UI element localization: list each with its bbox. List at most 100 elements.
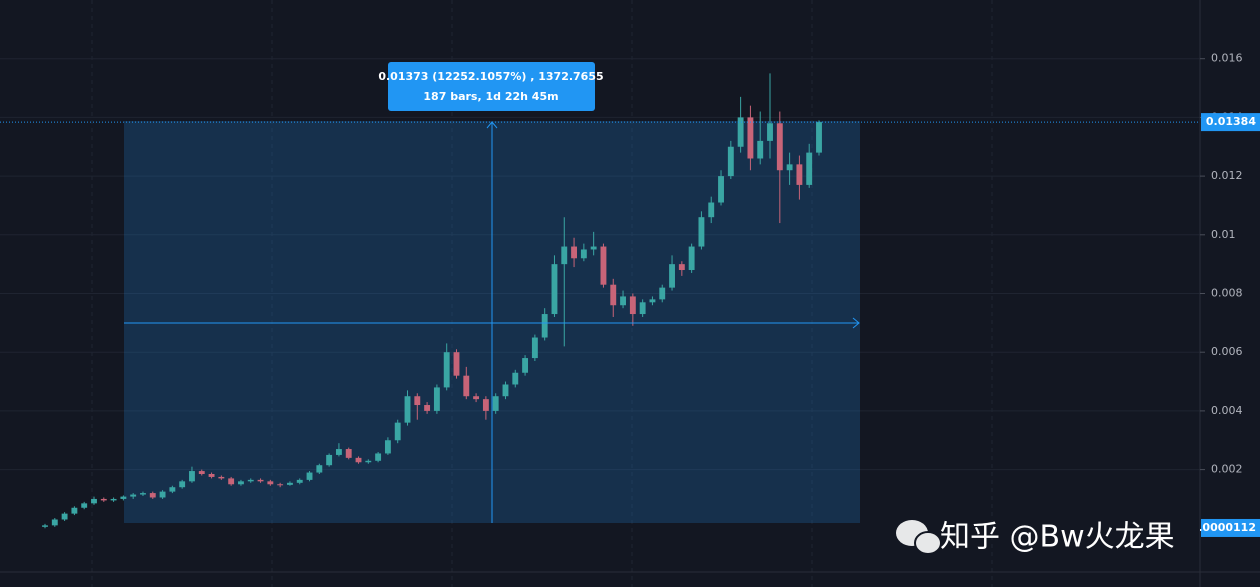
candle-body [698, 217, 705, 247]
candle-body [757, 140, 764, 159]
candle-body [620, 296, 626, 306]
y-tick-label: 0.01 [1211, 228, 1236, 241]
candle-body [149, 493, 156, 498]
watermark: 知乎 @Bw火龙果 [940, 520, 1175, 555]
candle-body [189, 471, 195, 482]
candle-body [639, 302, 646, 315]
candle-body [590, 246, 597, 250]
candle-body [571, 246, 578, 259]
candle-body [120, 496, 127, 499]
candle-body [51, 519, 58, 526]
candle-body [453, 352, 460, 376]
candle-body [600, 246, 607, 285]
candle-body [218, 476, 225, 479]
candle-body [482, 399, 489, 411]
candle-body [296, 479, 303, 483]
price-label-box [1201, 518, 1260, 537]
candle-body [326, 454, 333, 466]
watermark-icon [896, 520, 942, 555]
candle-body [286, 482, 293, 485]
candle-body [365, 460, 372, 463]
candle-body [492, 396, 499, 411]
candle-body [257, 479, 264, 482]
candle-body [335, 449, 342, 455]
y-tick-label: 0.012 [1211, 169, 1243, 182]
candle-body [561, 246, 568, 265]
candle-body [806, 152, 813, 185]
candle-body [61, 513, 68, 520]
candle-body [649, 299, 656, 303]
tooltip-line: 0.01373 (12252.1057%) , 1372.7655 [378, 70, 603, 83]
measure-tooltip [388, 62, 595, 111]
candle-body [688, 246, 695, 271]
candle-body [100, 498, 107, 501]
candle-body [718, 176, 724, 203]
candle-body [110, 498, 117, 501]
candle-body [71, 507, 78, 514]
candle-body [816, 122, 822, 153]
candle-body [140, 493, 146, 495]
candle-body [375, 453, 382, 461]
candle-body [355, 457, 362, 463]
candle-body [267, 481, 274, 485]
candle-body [42, 525, 48, 527]
candle-body [169, 487, 176, 492]
candle-body [208, 474, 215, 477]
candle-body [316, 465, 323, 473]
candle-body [678, 264, 685, 271]
candle-body [394, 422, 401, 441]
price-axis: 0.0020.0040.0060.0080.010.0120.0140.0160… [1191, 52, 1260, 537]
candle-body [512, 372, 519, 385]
grid [0, 58, 1200, 471]
candle-body [502, 384, 509, 397]
candle-body [179, 481, 186, 488]
price-label-box [1201, 113, 1260, 132]
candle-body [433, 387, 440, 411]
candle-body [424, 405, 431, 411]
candle-body [277, 484, 284, 486]
y-tick-label: 0.016 [1211, 52, 1243, 65]
candle-body [531, 337, 538, 359]
candle-body [345, 449, 352, 458]
price-label: 0.01384 [1206, 115, 1256, 128]
candle-body [404, 396, 411, 423]
candle-body [198, 471, 205, 475]
candle-body [247, 479, 254, 482]
candle-body [91, 498, 97, 504]
candle-body [463, 375, 470, 397]
candle-body [737, 117, 744, 147]
candle-body [786, 164, 793, 171]
candle-body [727, 146, 734, 177]
candle-body [776, 123, 783, 171]
candle-body [708, 202, 715, 218]
y-tick-label: 0.008 [1211, 287, 1243, 300]
price-label: 0.0000112 [1191, 521, 1256, 534]
candle-body [796, 164, 803, 185]
candle-body [238, 481, 244, 485]
candle-body [541, 314, 548, 338]
candle-body [659, 287, 666, 300]
candle-body [414, 396, 421, 406]
price-labels: 0.01384 0.0000112 [1191, 113, 1260, 537]
candle-body [228, 478, 235, 485]
measure-arrows [124, 121, 860, 523]
candle-body [629, 296, 636, 315]
candle-body [767, 123, 773, 141]
candle-body [306, 472, 313, 480]
candle-body [580, 249, 587, 259]
candle-body [669, 264, 675, 288]
y-tick-label: 0.006 [1211, 345, 1243, 358]
tooltip-line: 187 bars, 1d 22h 45m [423, 90, 558, 103]
candle-body [443, 352, 450, 388]
candle-body [159, 491, 166, 498]
candle-body [81, 503, 88, 508]
candle-body [522, 358, 529, 373]
candle-body [747, 117, 754, 159]
y-tick-label: 0.004 [1211, 404, 1243, 417]
candle-body [130, 494, 137, 497]
candle-body [384, 440, 391, 454]
candle-body [610, 284, 617, 306]
candles [42, 73, 822, 529]
